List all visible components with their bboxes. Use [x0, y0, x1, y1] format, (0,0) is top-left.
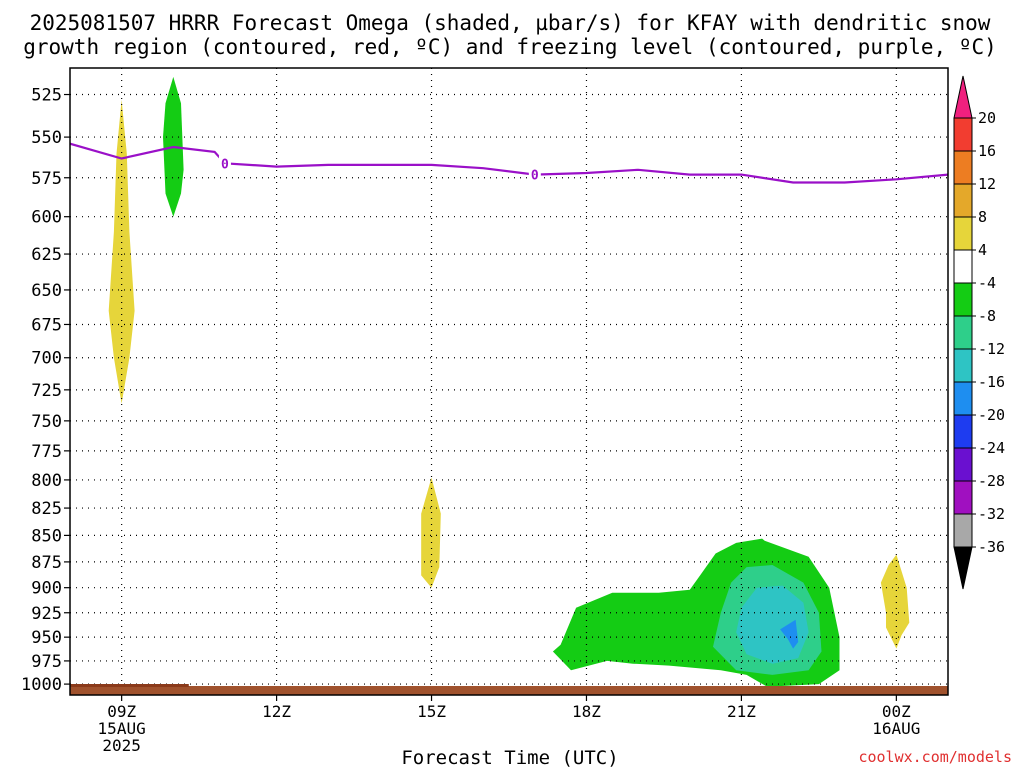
x-axis-label: Forecast Time (UTC) — [401, 747, 618, 768]
colorbar-label-2: 16 — [978, 142, 996, 160]
y-tick-label-950: 950 — [31, 628, 62, 648]
colorbar-segment-13 — [953, 513, 973, 548]
x-tick-label-15Z-1: 15Z — [417, 702, 446, 721]
y-tick-label-900: 900 — [31, 579, 62, 599]
colorbar-segment-6 — [953, 282, 973, 317]
omega-region-7 — [780, 619, 799, 649]
y-tick-label-750: 750 — [31, 412, 62, 432]
plot-clipped-group: 00 — [70, 68, 948, 695]
colorbar-label-4: 8 — [978, 208, 987, 226]
omega-region-8 — [880, 554, 910, 649]
surface-strip — [70, 686, 948, 695]
x-tick-label-09Z-3: 2025 — [102, 736, 141, 755]
colorbar-label-11: -24 — [978, 439, 1005, 457]
colorbar-label-6: -4 — [978, 274, 996, 292]
x-tick-label-18Z-1: 18Z — [572, 702, 601, 721]
y-tick-label-725: 725 — [31, 381, 62, 401]
chart-title: 2025081507 HRRR Forecast Omega (shaded, … — [30, 11, 991, 35]
y-tick-label-1000: 1000 — [21, 675, 62, 695]
colorbar-label-1: 20 — [978, 109, 996, 127]
credit-text: coolwx.com/models — [858, 748, 1012, 766]
freezing-level-label-1: 0 — [221, 157, 229, 172]
colorbar-segment-11 — [953, 447, 973, 482]
colorbar-label-10: -20 — [978, 406, 1005, 424]
plot-frame — [69, 67, 949, 696]
y-tick-label-675: 675 — [31, 315, 62, 335]
freezing-label-bg-2 — [528, 166, 541, 182]
colorbar-segment-5 — [953, 249, 973, 284]
colorbar-segment-1 — [953, 117, 973, 152]
colorbar-segment-2 — [953, 150, 973, 185]
y-tick-label-775: 775 — [31, 442, 62, 462]
y-tick-label-625: 625 — [31, 245, 62, 265]
surface-strip-edge — [70, 684, 189, 687]
x-tick-label-09Z-1: 09Z — [107, 702, 136, 721]
colorbar-segment-12 — [953, 480, 973, 515]
y-tick-label-525: 525 — [31, 86, 62, 106]
plot-area: 0052555057560062565067570072575077580082… — [21, 67, 1005, 755]
omega-region-3 — [421, 477, 441, 588]
colorbar-segment-4 — [953, 216, 973, 251]
colorbar-segment-8 — [953, 348, 973, 383]
y-tick-label-875: 875 — [31, 553, 62, 573]
freezing-label-bg-1 — [218, 155, 231, 171]
colorbar-label-12: -28 — [978, 472, 1005, 490]
y-tick-label-650: 650 — [31, 281, 62, 301]
colorbar-label-9: -16 — [978, 373, 1005, 391]
y-tick-label-850: 850 — [31, 526, 62, 546]
omega-region-1 — [108, 99, 135, 404]
y-tick-label-600: 600 — [31, 208, 62, 228]
colorbar-label-14: -36 — [978, 538, 1005, 556]
colorbar-label-13: -32 — [978, 505, 1005, 523]
colorbar-segment-10 — [953, 414, 973, 449]
colorbar-label-7: -8 — [978, 307, 996, 325]
colorbar-label-8: -12 — [978, 340, 1005, 358]
y-tick-label-700: 700 — [31, 349, 62, 369]
colorbar-segment-3 — [953, 183, 973, 218]
y-tick-label-800: 800 — [31, 471, 62, 491]
colorbar-top-arrow — [953, 75, 973, 119]
freezing-level-label-2: 0 — [531, 169, 539, 184]
y-tick-label-550: 550 — [31, 128, 62, 148]
colorbar-segment-9 — [953, 381, 973, 416]
freezing-level-line — [70, 142, 948, 184]
y-tick-label-975: 975 — [31, 652, 62, 672]
y-tick-label-925: 925 — [31, 604, 62, 624]
y-tick-label-825: 825 — [31, 499, 62, 519]
x-tick-label-09Z-2: 15AUG — [98, 719, 146, 738]
x-tick-label-21Z-1: 21Z — [727, 702, 756, 721]
colorbar-segment-7 — [953, 315, 973, 350]
x-tick-label-00Z-1: 00Z — [882, 702, 911, 721]
x-tick-label-00Z-2: 16AUG — [872, 719, 920, 738]
colorbar-label-3: 12 — [978, 175, 996, 193]
colorbar-bottom-arrow — [953, 546, 973, 590]
colorbar-label-5: 4 — [978, 241, 987, 259]
chart-subtitle: growth region (contoured, red, ºC) and f… — [23, 35, 997, 59]
omega-region-6 — [736, 585, 809, 664]
x-tick-label-12Z-1: 12Z — [262, 702, 291, 721]
y-tick-label-575: 575 — [31, 169, 62, 189]
